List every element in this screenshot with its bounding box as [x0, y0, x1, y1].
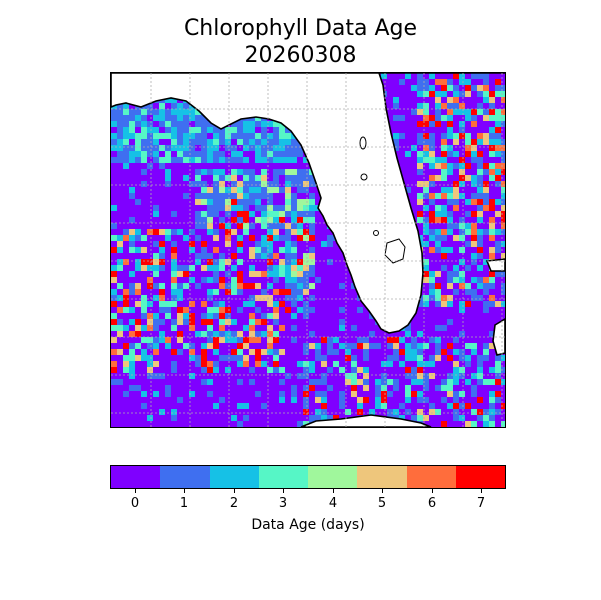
colorbar-swatch-1: [160, 466, 210, 488]
colorbar-swatch-2: [209, 466, 259, 488]
colorbar-tick-label: 6: [427, 496, 437, 511]
colorbar-tick-label: 1: [179, 496, 189, 511]
colorbar-label: Data Age (days): [251, 517, 365, 533]
colorbar-tick-label: 2: [229, 496, 239, 511]
colorbar-tick-mark: [432, 489, 433, 493]
colorbar-swatch-4: [308, 466, 358, 488]
colorbar-swatch-5: [357, 466, 407, 488]
chlorophyll-age-map: [111, 73, 505, 427]
colorbar-tick-mark: [234, 489, 235, 493]
lake-small-3: [373, 230, 379, 236]
colorbar-swatch-7: [455, 466, 505, 488]
lakes: [359, 136, 406, 264]
colorbar-swatch-0: [111, 466, 161, 488]
chart-date: 20260308: [244, 43, 357, 68]
cuba-land: [300, 414, 432, 427]
colorbar-tick-mark: [481, 489, 482, 493]
colorbar-tick-label: 5: [377, 496, 387, 511]
colorbar-tick-label: 4: [328, 496, 338, 511]
bahamas-land: [485, 258, 505, 272]
colorbar-swatch-3: [258, 466, 308, 488]
colorbar-tick-label: 0: [130, 496, 140, 511]
colorbar-tick-mark: [184, 489, 185, 493]
map-panel: [110, 72, 506, 428]
colorbar-tick-label: 7: [476, 496, 486, 511]
colorbar-tick-mark: [333, 489, 334, 493]
lake-small-1: [359, 136, 367, 150]
chart-title: Chlorophyll Data Age: [183, 16, 418, 41]
lake-small-2: [360, 173, 368, 181]
land: [111, 73, 505, 427]
colorbar-tick-mark: [283, 489, 284, 493]
graticule: [111, 73, 505, 427]
colorbar-tick-mark: [135, 489, 136, 493]
colorbar-swatch-6: [406, 466, 456, 488]
colorbar: [110, 465, 506, 489]
colorbar-tick-label: 3: [278, 496, 288, 511]
florida-land: [111, 73, 505, 334]
colorbar-tick-mark: [382, 489, 383, 493]
